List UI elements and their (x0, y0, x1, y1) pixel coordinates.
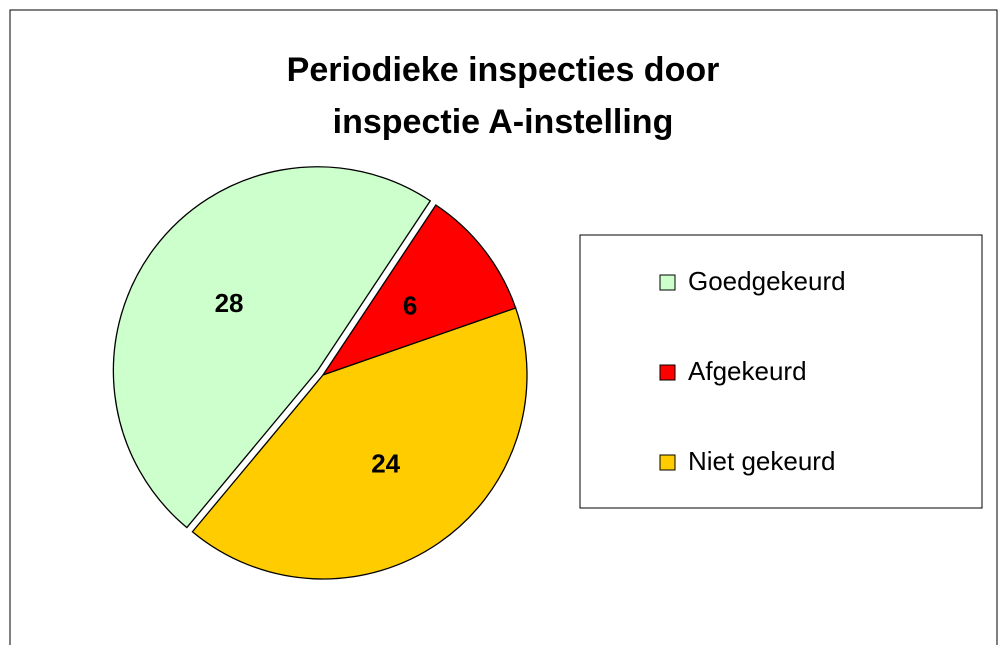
legend-label: Afgekeurd (688, 356, 807, 386)
legend-label: Niet gekeurd (688, 446, 835, 476)
legend-swatch (659, 364, 676, 381)
data-label: 6 (403, 290, 417, 320)
legend-swatch (659, 274, 676, 291)
chart-title: Periodieke inspecties door inspectie A-i… (286, 51, 720, 141)
pie-slice (321, 204, 517, 377)
legend-box (579, 234, 983, 509)
data-label: 28 (215, 288, 244, 318)
legend-swatch (659, 454, 676, 471)
pie-slice (112, 166, 432, 529)
pie-slice (191, 307, 528, 580)
data-label: 24 (371, 448, 400, 478)
legend-label: Goedgekeurd (688, 266, 846, 296)
chart-border (9, 9, 998, 645)
